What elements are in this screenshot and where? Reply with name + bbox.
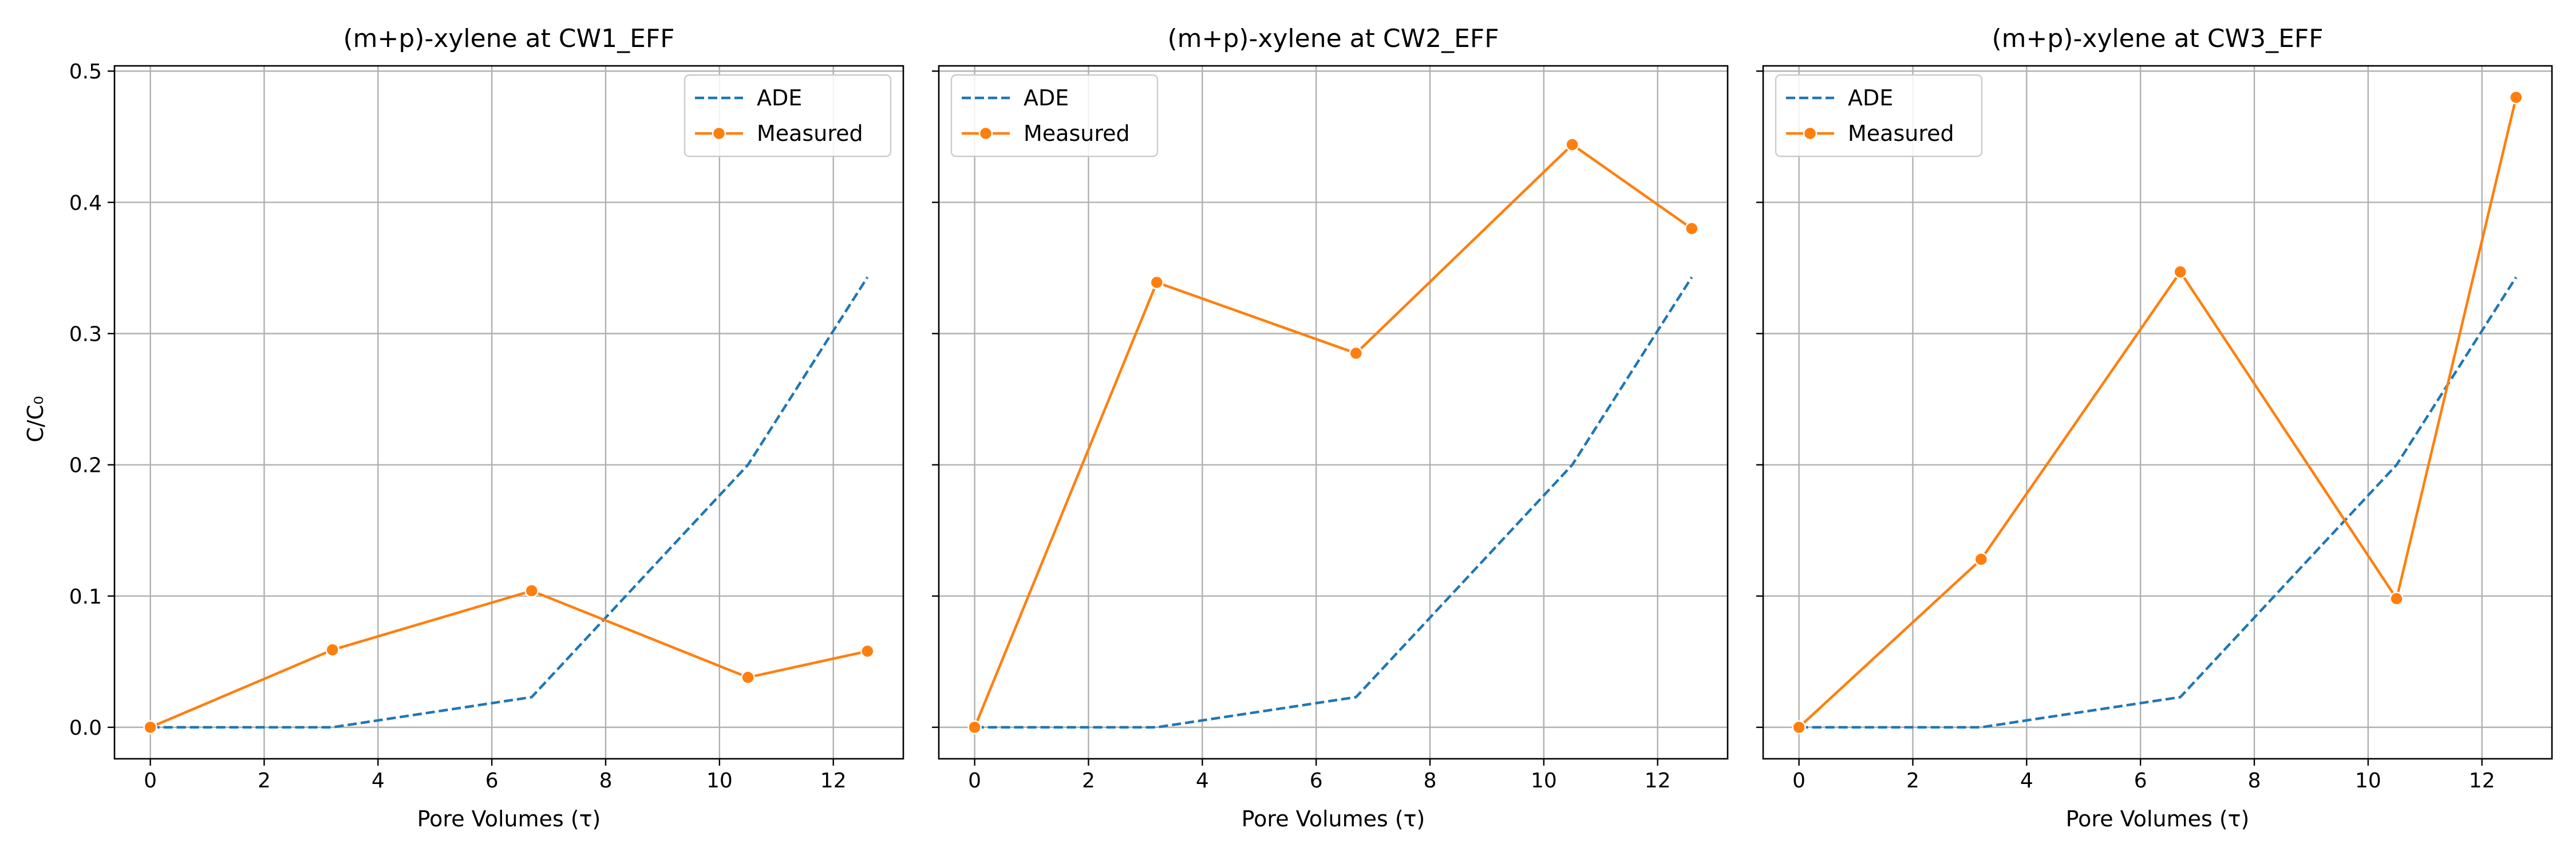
series-line-ade <box>974 276 1693 729</box>
x-tick-label: 0 <box>1792 769 1805 793</box>
y-axis-label: C/C₀ <box>23 396 48 442</box>
y-tick-label: 0.1 <box>69 585 102 609</box>
x-tick-label: 0 <box>968 769 981 793</box>
series-line-measured <box>1798 97 2518 728</box>
legend-box <box>683 74 892 157</box>
data-point <box>741 670 755 685</box>
data-point <box>860 644 875 659</box>
data-point <box>1565 137 1579 152</box>
legend-marker <box>712 126 726 141</box>
data-point <box>967 720 982 735</box>
x-tick-label: 10 <box>706 769 733 793</box>
chart-panel-3: 0 2 4 6 8 10 12 (m+p)-xylene at CW3_EFF Pore Vol… <box>1756 24 2553 832</box>
legend-box <box>950 74 1159 157</box>
series-line-ade <box>150 276 869 729</box>
y-tick-label: 0.2 <box>69 454 102 478</box>
x-tick-label: 4 <box>2020 769 2033 793</box>
data-point <box>1149 275 1164 290</box>
x-tick-label: 2 <box>1082 769 1095 793</box>
chart-title: (m+p)-xylene at CW3_EFF <box>1992 24 2323 53</box>
legend-marker <box>978 126 993 141</box>
axes-frame <box>113 65 904 760</box>
data-point <box>2173 265 2188 279</box>
x-tick-label: 2 <box>258 769 271 793</box>
data-point <box>1792 720 1806 735</box>
x-tick-label: 8 <box>1424 769 1437 793</box>
x-tick-label: 4 <box>372 769 385 793</box>
x-tick-label: 12 <box>2469 769 2495 793</box>
y-tick-label: 0.3 <box>69 323 102 346</box>
data-point <box>143 720 157 735</box>
legend-label-measured: Measured <box>1848 121 1954 146</box>
legend-marker <box>1803 126 1818 141</box>
data-point <box>1349 346 1364 361</box>
axes-frame <box>1762 65 2553 760</box>
legend: ADE Measured <box>1775 74 1983 157</box>
data-point <box>2509 90 2523 105</box>
data-point <box>325 643 340 657</box>
legend-label-ade: ADE <box>757 85 802 111</box>
x-tick-label: 6 <box>485 769 499 793</box>
y-tick-label: 0.4 <box>69 191 102 215</box>
x-tick-label: 0 <box>144 769 157 793</box>
chart-title: (m+p)-xylene at CW2_EFF <box>1167 24 1499 53</box>
x-tick-label: 10 <box>2355 769 2381 793</box>
legend-label-ade: ADE <box>1024 85 1069 111</box>
chart-panel-1: 0 2 4 6 8 10 12 0.0 0.1 0.2 0.3 0.4 0.5 (m+p)-xylene … <box>69 24 904 832</box>
x-axis-label: Pore Volumes (τ) <box>1242 806 1425 832</box>
x-tick-label: 12 <box>1645 769 1671 793</box>
x-tick-label: 8 <box>599 769 613 793</box>
chart-panel-2: 0 2 4 6 8 10 12 (m+p)-xylene at CW2_EFF Pore Vol… <box>932 24 1729 832</box>
x-axis-label: Pore Volumes (τ) <box>417 806 601 832</box>
x-tick-label: 12 <box>820 769 847 793</box>
x-axis-label: Pore Volumes (τ) <box>2066 806 2250 832</box>
series-line-ade <box>1799 276 2518 729</box>
x-tick-label: 2 <box>1906 769 1919 793</box>
data-point <box>1974 552 1989 566</box>
x-tick-label: 8 <box>2248 769 2261 793</box>
legend-label-measured: Measured <box>1024 121 1130 146</box>
axes-frame <box>938 65 1729 760</box>
x-tick-label: 6 <box>1310 769 1323 793</box>
x-tick-label: 4 <box>1196 769 1209 793</box>
legend-label-ade: ADE <box>1848 85 1893 111</box>
x-tick-label: 10 <box>1531 769 1557 793</box>
legend: ADE Measured <box>950 74 1159 157</box>
series-line-measured <box>973 143 1693 728</box>
legend: ADE Measured <box>683 74 892 157</box>
data-point <box>524 584 539 598</box>
chart-title: (m+p)-xylene at CW1_EFF <box>343 24 674 53</box>
y-tick-label: 0.5 <box>69 60 102 84</box>
series-line-measured <box>149 589 868 729</box>
data-point <box>2389 592 2404 606</box>
data-point <box>1685 221 1699 236</box>
y-tick-label: 0.0 <box>69 716 102 740</box>
legend-label-measured: Measured <box>757 121 863 146</box>
x-tick-label: 6 <box>2134 769 2147 793</box>
legend-box <box>1775 74 1983 157</box>
